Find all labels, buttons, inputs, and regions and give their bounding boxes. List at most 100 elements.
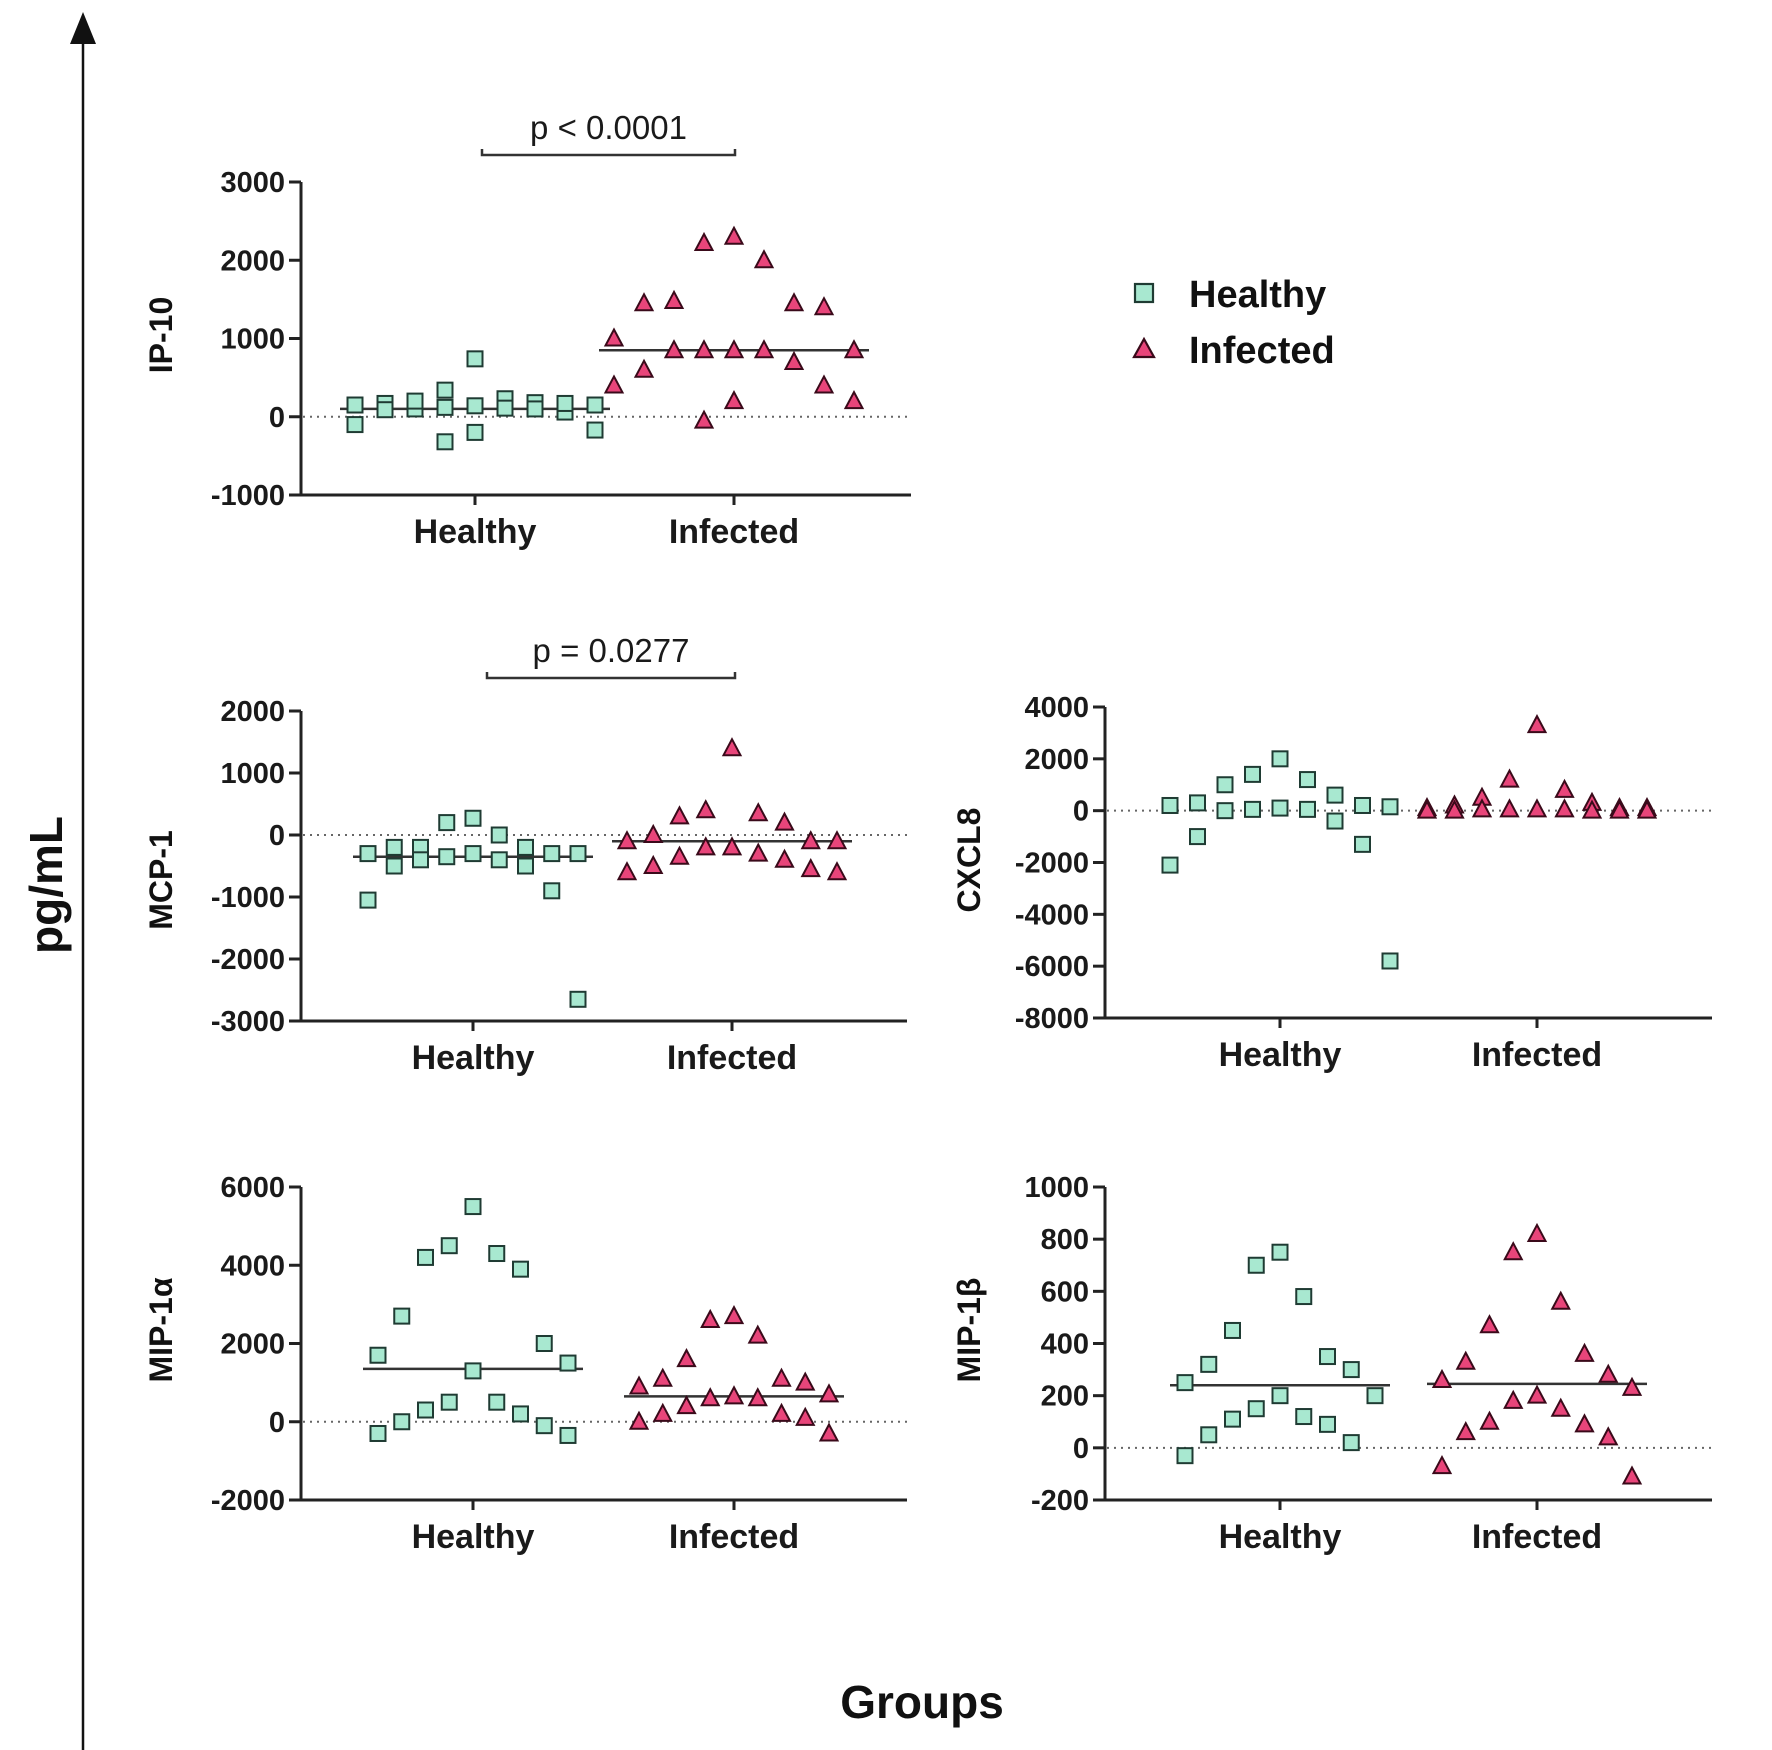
infected-point	[700, 1308, 721, 1329]
x-tick-label: Infected	[1472, 1518, 1602, 1556]
legend-healthy-marker	[1133, 282, 1155, 304]
healthy-point	[464, 845, 482, 863]
infected-point	[1455, 1421, 1476, 1441]
y-tick-label: 1000	[1024, 1172, 1089, 1204]
y-tick-label: 600	[1041, 1276, 1089, 1308]
y-tick-label: 400	[1041, 1329, 1089, 1361]
infected-point	[1609, 799, 1630, 819]
panel-mip-1-: 6000 4000 2000 0 -2000 Healthy Infected MIP-1α	[143, 1172, 907, 1556]
infected-point	[1598, 1363, 1619, 1383]
infected-point	[633, 358, 655, 378]
infected-point	[1479, 1314, 1500, 1334]
infected-point	[771, 1402, 792, 1422]
infected-point	[723, 225, 745, 245]
healthy-point	[346, 416, 364, 434]
y-tick-label: -1000	[211, 480, 285, 512]
healthy-point	[464, 809, 482, 827]
infected-point	[1581, 799, 1603, 819]
x-tick-label: Infected	[669, 513, 799, 551]
panel-y-label: CXCL8	[951, 808, 987, 913]
healthy-point	[490, 851, 508, 869]
y-tick-label: 4000	[220, 1250, 285, 1282]
healthy-point	[1271, 1387, 1289, 1405]
healthy-point	[559, 1426, 577, 1444]
infected-point	[723, 1385, 745, 1405]
x-tick-label: Infected	[669, 1518, 799, 1556]
healthy-point	[406, 392, 424, 410]
healthy-point	[376, 401, 394, 419]
x-tick-label: Healthy	[412, 1039, 535, 1077]
x-tick-label: Healthy	[1219, 1518, 1342, 1556]
healthy-point	[1247, 1400, 1265, 1418]
healthy-point	[412, 851, 429, 869]
healthy-point	[436, 381, 454, 399]
infected-point	[1471, 798, 1493, 818]
healthy-point	[1189, 794, 1206, 812]
infected-point	[800, 830, 821, 850]
healthy-point	[440, 1237, 458, 1255]
healthy-point	[464, 1198, 482, 1216]
healthy-point	[359, 891, 377, 909]
healthy-point	[569, 845, 587, 863]
y-tick-label: -2000	[211, 1485, 285, 1517]
healthy-point	[569, 990, 587, 1008]
infected-point	[1431, 1454, 1453, 1475]
healthy-point	[1189, 828, 1206, 846]
healthy-point	[385, 838, 403, 856]
x-tick-label: Healthy	[412, 1518, 535, 1556]
healthy-point	[586, 421, 604, 439]
y-tick-label: -6000	[1015, 951, 1089, 983]
infected-point	[616, 861, 638, 881]
infected-point	[1526, 1222, 1548, 1242]
y-tick-label: 800	[1041, 1224, 1089, 1256]
panel-y-label: IP-10	[143, 297, 179, 373]
y-tick-label: -4000	[1015, 899, 1089, 931]
healthy-point	[1224, 1321, 1241, 1339]
panel-y-label: MIP-1α	[143, 1277, 179, 1382]
healthy-point	[369, 1424, 387, 1442]
infected-point	[700, 1387, 721, 1407]
infected-point	[826, 830, 848, 850]
infected-point	[1444, 799, 1465, 819]
infected-point	[818, 1383, 840, 1403]
healthy-point	[512, 1260, 529, 1278]
healthy-point	[1342, 1434, 1360, 1452]
healthy-point	[526, 400, 544, 418]
global-y-title: pg/mL	[20, 816, 72, 954]
healthy-point	[1176, 1447, 1194, 1465]
healthy-point	[393, 1413, 411, 1431]
y-tick-label: 2000	[1024, 744, 1089, 776]
infected-point	[643, 854, 664, 874]
infected-point	[693, 409, 715, 429]
infected-point	[633, 292, 655, 312]
healthy-point	[1366, 1387, 1384, 1405]
healthy-point	[490, 826, 508, 844]
infected-point	[748, 842, 769, 862]
legend: Healthy Infected	[1132, 274, 1335, 372]
infected-point	[783, 292, 805, 312]
x-tick-label: Infected	[667, 1039, 797, 1077]
infected-point	[1574, 1342, 1595, 1362]
y-tick-label: 0	[1073, 796, 1089, 828]
y-tick-label: 2000	[220, 696, 285, 728]
infected-point	[1554, 778, 1575, 798]
global-x-title: Groups	[840, 1676, 1004, 1728]
healthy-point	[556, 394, 574, 412]
healthy-point	[1319, 1348, 1336, 1366]
y-tick-label: -8000	[1015, 1003, 1089, 1035]
infected-point	[774, 848, 795, 868]
healthy-point	[466, 397, 484, 415]
infected-point	[795, 1406, 816, 1426]
healthy-point	[512, 1405, 529, 1423]
healthy-point	[1342, 1361, 1360, 1379]
healthy-point	[464, 1362, 482, 1380]
healthy-point	[369, 1346, 387, 1364]
healthy-point	[346, 396, 364, 414]
legend-infected-marker	[1132, 336, 1156, 359]
infected-point	[843, 339, 865, 359]
panel-cxcl8: 4000 2000 0 -2000 -4000 -6000 -8000 Healthy Infe…	[951, 692, 1712, 1074]
y-tick-label: 4000	[1024, 692, 1089, 724]
infected-point	[1574, 1413, 1595, 1433]
significance-bracket	[485, 672, 737, 680]
healthy-point	[1295, 1288, 1313, 1306]
